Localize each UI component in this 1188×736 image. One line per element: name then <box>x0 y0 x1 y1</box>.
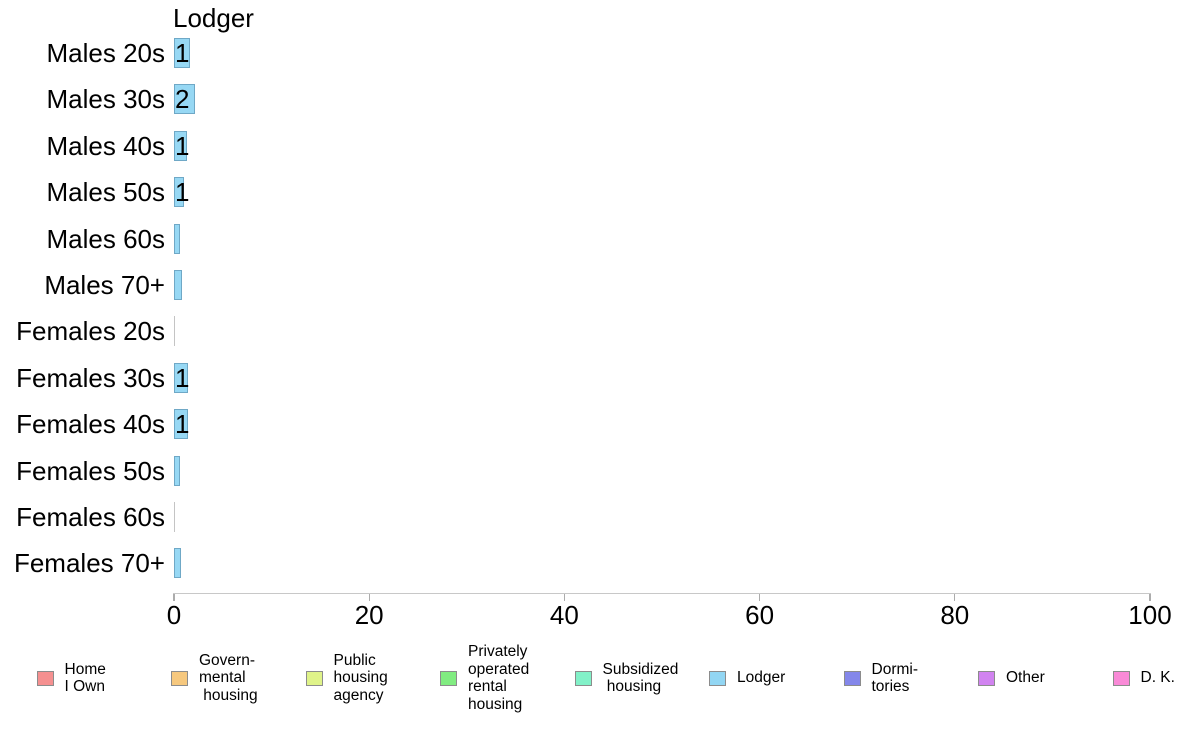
legend-item: D. K. <box>1112 633 1175 723</box>
legend-item: Lodger <box>709 633 785 723</box>
legend-label: Govern- mental housing <box>199 651 258 704</box>
category-label: Females 30s <box>16 362 165 393</box>
bar <box>173 223 180 254</box>
category-label: Females 60s <box>16 502 165 532</box>
bar <box>173 362 188 393</box>
x-tick-label: 60 <box>745 600 775 630</box>
bar <box>173 270 182 300</box>
bar-value-label: 2 <box>175 84 190 115</box>
legend-item: Other <box>978 633 1045 723</box>
bar-value-label: 1 <box>175 409 190 440</box>
category-label: Males 60s <box>46 223 166 254</box>
category-label: Females 40s <box>16 409 165 440</box>
legend-label: Privately operated rental housing <box>468 643 530 713</box>
legend-item: Public housing agency <box>305 633 388 723</box>
legend-swatch-icon <box>171 670 188 686</box>
category-label: Males 20s <box>46 38 166 68</box>
legend-item: Home I Own <box>36 633 106 723</box>
legend-swatch-icon <box>709 670 726 686</box>
legend-item: Govern- mental housing <box>171 633 258 723</box>
bar-value-label: 1 <box>175 130 190 161</box>
x-axis-line <box>173 593 1151 595</box>
x-tick-label: 0 <box>166 600 182 630</box>
legend-swatch-icon <box>1112 670 1130 686</box>
legend-item: Privately operated rental housing <box>440 633 529 723</box>
bar-value-label: 1 <box>175 362 190 393</box>
category-label: Males 50s <box>46 177 166 208</box>
legend-swatch-icon <box>440 670 457 686</box>
category-label: Females 50s <box>16 455 165 486</box>
category-label: Females 70+ <box>13 548 165 579</box>
legend-label: Public housing agency <box>333 651 388 704</box>
legend-label: Home I Own <box>64 660 106 696</box>
legend-swatch-icon <box>843 670 861 686</box>
bar <box>173 84 195 115</box>
legend-swatch-icon <box>305 670 323 686</box>
legend-swatch-icon <box>36 670 54 686</box>
x-tick-mark <box>1149 594 1151 601</box>
bar <box>173 548 181 579</box>
legend-swatch-icon <box>978 670 995 686</box>
category-label: Females 20s <box>16 316 165 347</box>
bar-value-label: 1 <box>175 38 190 68</box>
legend-item: Subsidized housing <box>574 633 679 723</box>
legend-item: Dormi- tories <box>843 633 919 723</box>
bar <box>173 455 180 486</box>
x-tick-label: 80 <box>940 600 970 630</box>
x-tick-label: 40 <box>549 600 579 630</box>
zero-value-bar <box>173 502 175 532</box>
category-label: Males 70+ <box>44 270 165 300</box>
chart-title: Lodger <box>173 3 254 33</box>
x-tick-label: 20 <box>354 600 384 630</box>
legend-label: D. K. <box>1140 669 1175 687</box>
bar <box>173 130 187 161</box>
category-label: Males 40s <box>46 130 166 161</box>
category-label: Males 30s <box>46 84 166 115</box>
legend-label: Other <box>1006 669 1045 687</box>
bar <box>173 409 188 440</box>
x-tick-mark <box>173 594 175 601</box>
x-tick-label: 100 <box>1128 600 1172 630</box>
bar <box>173 177 184 208</box>
legend-label: Dormi- tories <box>871 660 919 696</box>
x-tick-mark <box>368 594 370 601</box>
x-tick-mark <box>954 594 956 601</box>
legend-swatch-icon <box>574 670 592 686</box>
x-tick-mark <box>758 594 761 601</box>
legend-label: Lodger <box>737 669 786 687</box>
bar <box>173 38 190 68</box>
bar-value-label: 1 <box>175 177 190 208</box>
x-tick-mark <box>563 594 566 601</box>
zero-value-bar <box>173 316 175 347</box>
legend-label: Subsidized housing <box>602 660 679 696</box>
